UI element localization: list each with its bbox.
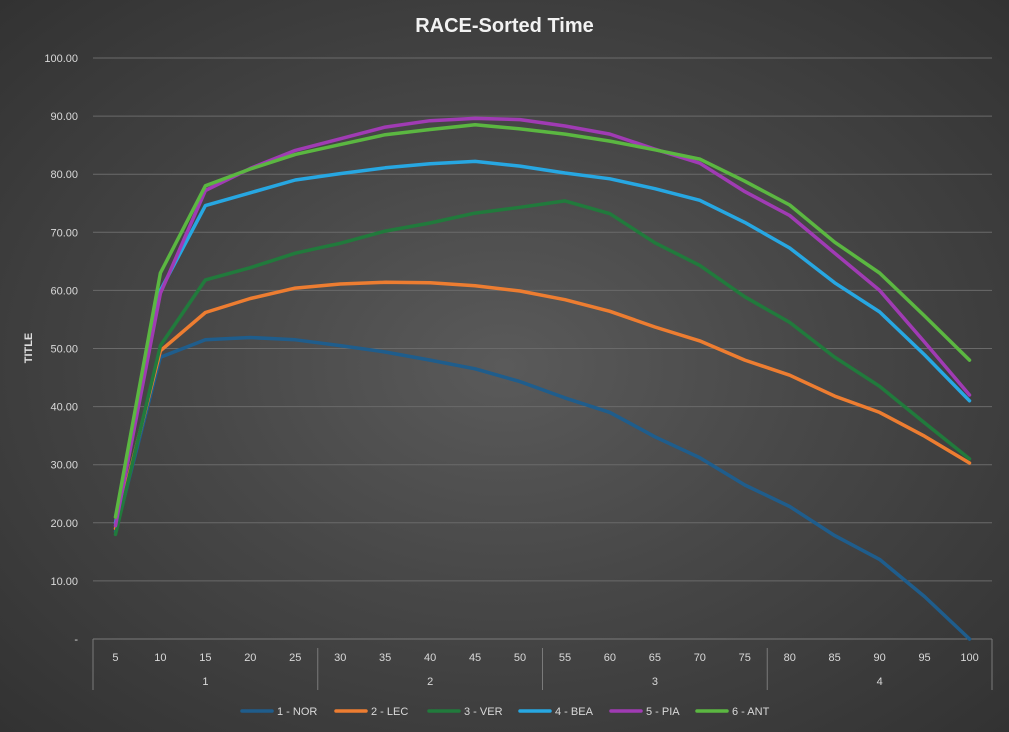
x-tick-label: 85 — [829, 652, 841, 664]
x-group-label: 2 — [427, 676, 433, 688]
series-line-4 — [113, 159, 972, 525]
x-tick-label: 50 — [514, 652, 526, 664]
y-tick-label: 10.00 — [50, 576, 78, 588]
x-group-label: 1 — [202, 676, 208, 688]
x-tick-label: 5 — [112, 652, 118, 664]
x-tick-label: 55 — [559, 652, 571, 664]
x-group-label: 3 — [652, 676, 658, 688]
legend-label: 4 - BEA — [555, 706, 594, 718]
legend-label: 3 - VER — [464, 706, 503, 718]
x-tick-label: 75 — [739, 652, 751, 664]
x-tick-label: 10 — [154, 652, 166, 664]
x-tick-label: 60 — [604, 652, 616, 664]
x-group-label: 4 — [877, 676, 883, 688]
x-tick-label: 65 — [649, 652, 661, 664]
y-tick-label: 20.00 — [50, 518, 78, 530]
grid-lines — [93, 57, 992, 582]
y-tick-label: - — [74, 634, 78, 646]
series-line-3 — [113, 199, 972, 537]
legend: 1 - NOR 2 - LEC 3 - VER 4 - BEA 5 - PIA 6 - A… — [240, 706, 770, 718]
y-tick-label: 60.00 — [50, 285, 78, 297]
y-axis-label: TITLE — [23, 333, 35, 364]
x-tick-label: 15 — [199, 652, 211, 664]
y-tick-label: 30.00 — [50, 460, 78, 472]
y-tick-labels: - 10.00 20.00 30.00 40.00 50.00 60.00 70.00 80.0… — [44, 53, 78, 646]
x-tick-label: 20 — [244, 652, 256, 664]
series-line-6 — [113, 123, 972, 519]
x-tick-label: 40 — [424, 652, 436, 664]
y-tick-label: 50.00 — [50, 344, 78, 356]
x-tick-label: 100 — [960, 652, 978, 664]
x-axis: 5 10 15 20 25 30 35 40 45 50 55 60 65 70 75 80 85 90 95 100… — [92, 638, 993, 690]
legend-label: 5 - PIA — [646, 706, 680, 718]
legend-label: 1 - NOR — [277, 706, 317, 718]
y-tick-label: 40.00 — [50, 402, 78, 414]
y-tick-label: 90.00 — [50, 111, 78, 123]
series-line-2 — [113, 280, 972, 531]
series-lines — [113, 116, 972, 641]
legend-label: 2 - LEC — [371, 706, 408, 718]
x-tick-label: 30 — [334, 652, 346, 664]
chart-title: RACE-Sorted Time — [415, 15, 594, 37]
series-line-1 — [113, 335, 972, 641]
legend-label: 6 - ANT — [732, 706, 770, 718]
y-tick-label: 70.00 — [50, 227, 78, 239]
x-tick-label: 70 — [694, 652, 706, 664]
x-tick-label: 80 — [784, 652, 796, 664]
x-tick-label: 95 — [918, 652, 930, 664]
x-tick-label: 35 — [379, 652, 391, 664]
x-tick-label: 25 — [289, 652, 301, 664]
x-tick-label: 90 — [874, 652, 886, 664]
x-tick-label: 45 — [469, 652, 481, 664]
y-tick-label: 80.00 — [50, 169, 78, 181]
y-tick-label: 100.00 — [44, 53, 78, 65]
